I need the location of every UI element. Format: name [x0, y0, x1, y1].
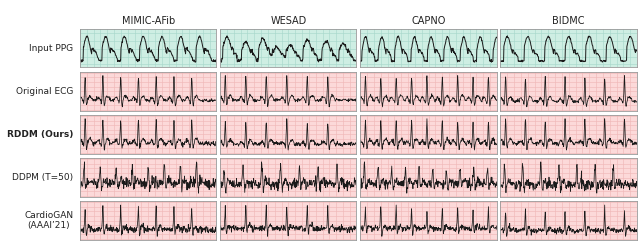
- Text: CardioGAN
(AAAI’21): CardioGAN (AAAI’21): [24, 211, 74, 231]
- Text: MIMIC-AFib: MIMIC-AFib: [122, 16, 175, 26]
- Text: CAPNO: CAPNO: [412, 16, 445, 26]
- Text: RDDM (Ours): RDDM (Ours): [7, 130, 74, 139]
- Text: DDPM (T=50): DDPM (T=50): [12, 173, 74, 182]
- Text: Input PPG: Input PPG: [29, 44, 74, 52]
- Text: BIDMC: BIDMC: [552, 16, 585, 26]
- Text: Original ECG: Original ECG: [16, 87, 74, 96]
- Text: WESAD: WESAD: [270, 16, 307, 26]
